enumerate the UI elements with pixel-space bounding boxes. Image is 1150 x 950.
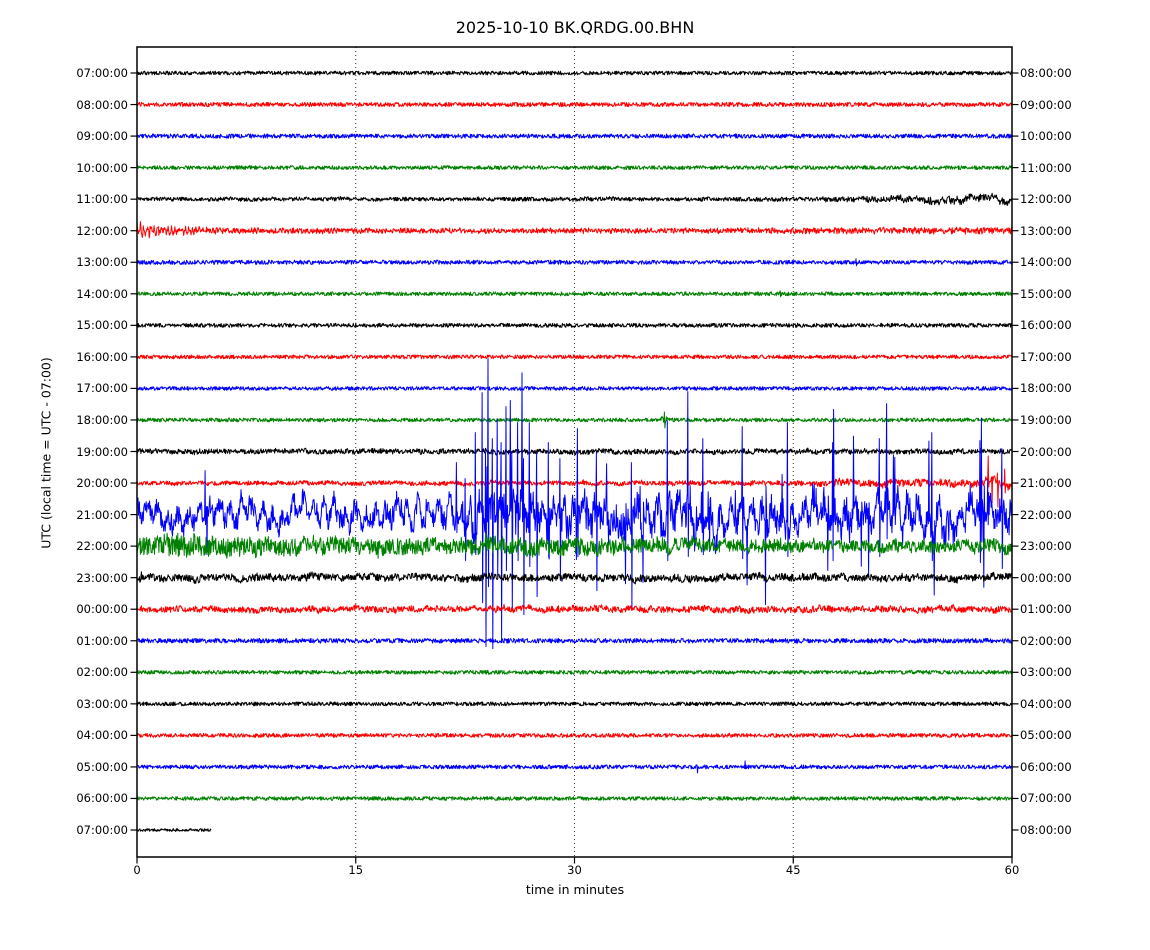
end-time-row-label: 13:00:00 <box>1020 223 1072 238</box>
utc-row-label: 23:00:00 <box>76 570 128 585</box>
end-time-row-label: 14:00:00 <box>1020 255 1072 270</box>
x-tick-label: 45 <box>785 863 801 877</box>
end-time-row-label: 18:00:00 <box>1020 381 1072 396</box>
utc-row-label: 18:00:00 <box>76 412 128 427</box>
utc-row-label: 17:00:00 <box>76 381 128 396</box>
end-time-row-label: 15:00:00 <box>1020 286 1072 301</box>
utc-row-label: 14:00:00 <box>76 286 128 301</box>
end-time-row-label: 11:00:00 <box>1020 160 1072 175</box>
x-axis-label: time in minutes <box>525 882 625 897</box>
end-time-row-label: 01:00:00 <box>1020 602 1072 617</box>
end-time-row-label: 16:00:00 <box>1020 318 1072 333</box>
utc-row-label: 04:00:00 <box>76 728 128 743</box>
utc-row-label: 10:00:00 <box>76 160 128 175</box>
utc-row-label: 06:00:00 <box>76 791 128 806</box>
end-time-row-label: 23:00:00 <box>1020 539 1072 554</box>
utc-row-label: 00:00:00 <box>76 602 128 617</box>
end-time-row-label: 07:00:00 <box>1020 791 1072 806</box>
utc-row-label: 21:00:00 <box>76 507 128 522</box>
end-time-row-label: 03:00:00 <box>1020 665 1072 680</box>
end-time-row-label: 02:00:00 <box>1020 633 1072 648</box>
end-time-row-label: 08:00:00 <box>1020 823 1072 837</box>
utc-row-label: 09:00:00 <box>76 129 128 144</box>
utc-row-label: 20:00:00 <box>76 476 128 491</box>
end-time-row-label: 19:00:00 <box>1020 412 1072 427</box>
end-time-row-label: 17:00:00 <box>1020 349 1072 364</box>
end-time-row-label: 08:00:00 <box>1020 66 1072 80</box>
end-time-row-label: 09:00:00 <box>1020 97 1072 112</box>
utc-row-label: 08:00:00 <box>76 97 128 112</box>
x-tick-label: 0 <box>133 863 141 877</box>
end-time-row-label: 20:00:00 <box>1020 444 1072 459</box>
utc-row-label: 11:00:00 <box>76 192 128 207</box>
utc-row-label: 12:00:00 <box>76 223 128 238</box>
utc-row-label: 02:00:00 <box>76 665 128 680</box>
end-time-row-label: 12:00:00 <box>1020 192 1072 207</box>
utc-row-label: 07:00:00 <box>76 823 128 837</box>
chart-title: 2025-10-10 BK.QRDG.00.BHN <box>455 18 695 37</box>
end-time-row-label: 05:00:00 <box>1020 728 1072 743</box>
x-tick-label: 15 <box>348 863 364 877</box>
end-time-row-label: 21:00:00 <box>1020 476 1072 491</box>
end-time-row-label: 06:00:00 <box>1020 759 1072 774</box>
x-tick-label: 60 <box>1004 863 1020 877</box>
utc-row-label: 16:00:00 <box>76 349 128 364</box>
utc-row-label: 19:00:00 <box>76 444 128 459</box>
utc-row-label: 07:00:00 <box>76 66 128 80</box>
end-time-row-label: 10:00:00 <box>1020 129 1072 144</box>
utc-row-label: 13:00:00 <box>76 255 128 270</box>
end-time-row-label: 00:00:00 <box>1020 570 1072 585</box>
end-time-row-label: 22:00:00 <box>1020 507 1072 522</box>
utc-row-label: 03:00:00 <box>76 696 128 711</box>
utc-row-label: 22:00:00 <box>76 539 128 554</box>
utc-row-label: 01:00:00 <box>76 633 128 648</box>
x-tick-label: 30 <box>567 863 582 877</box>
utc-row-label: 15:00:00 <box>76 318 128 333</box>
utc-row-label: 05:00:00 <box>76 759 128 774</box>
end-time-row-label: 04:00:00 <box>1020 696 1072 711</box>
